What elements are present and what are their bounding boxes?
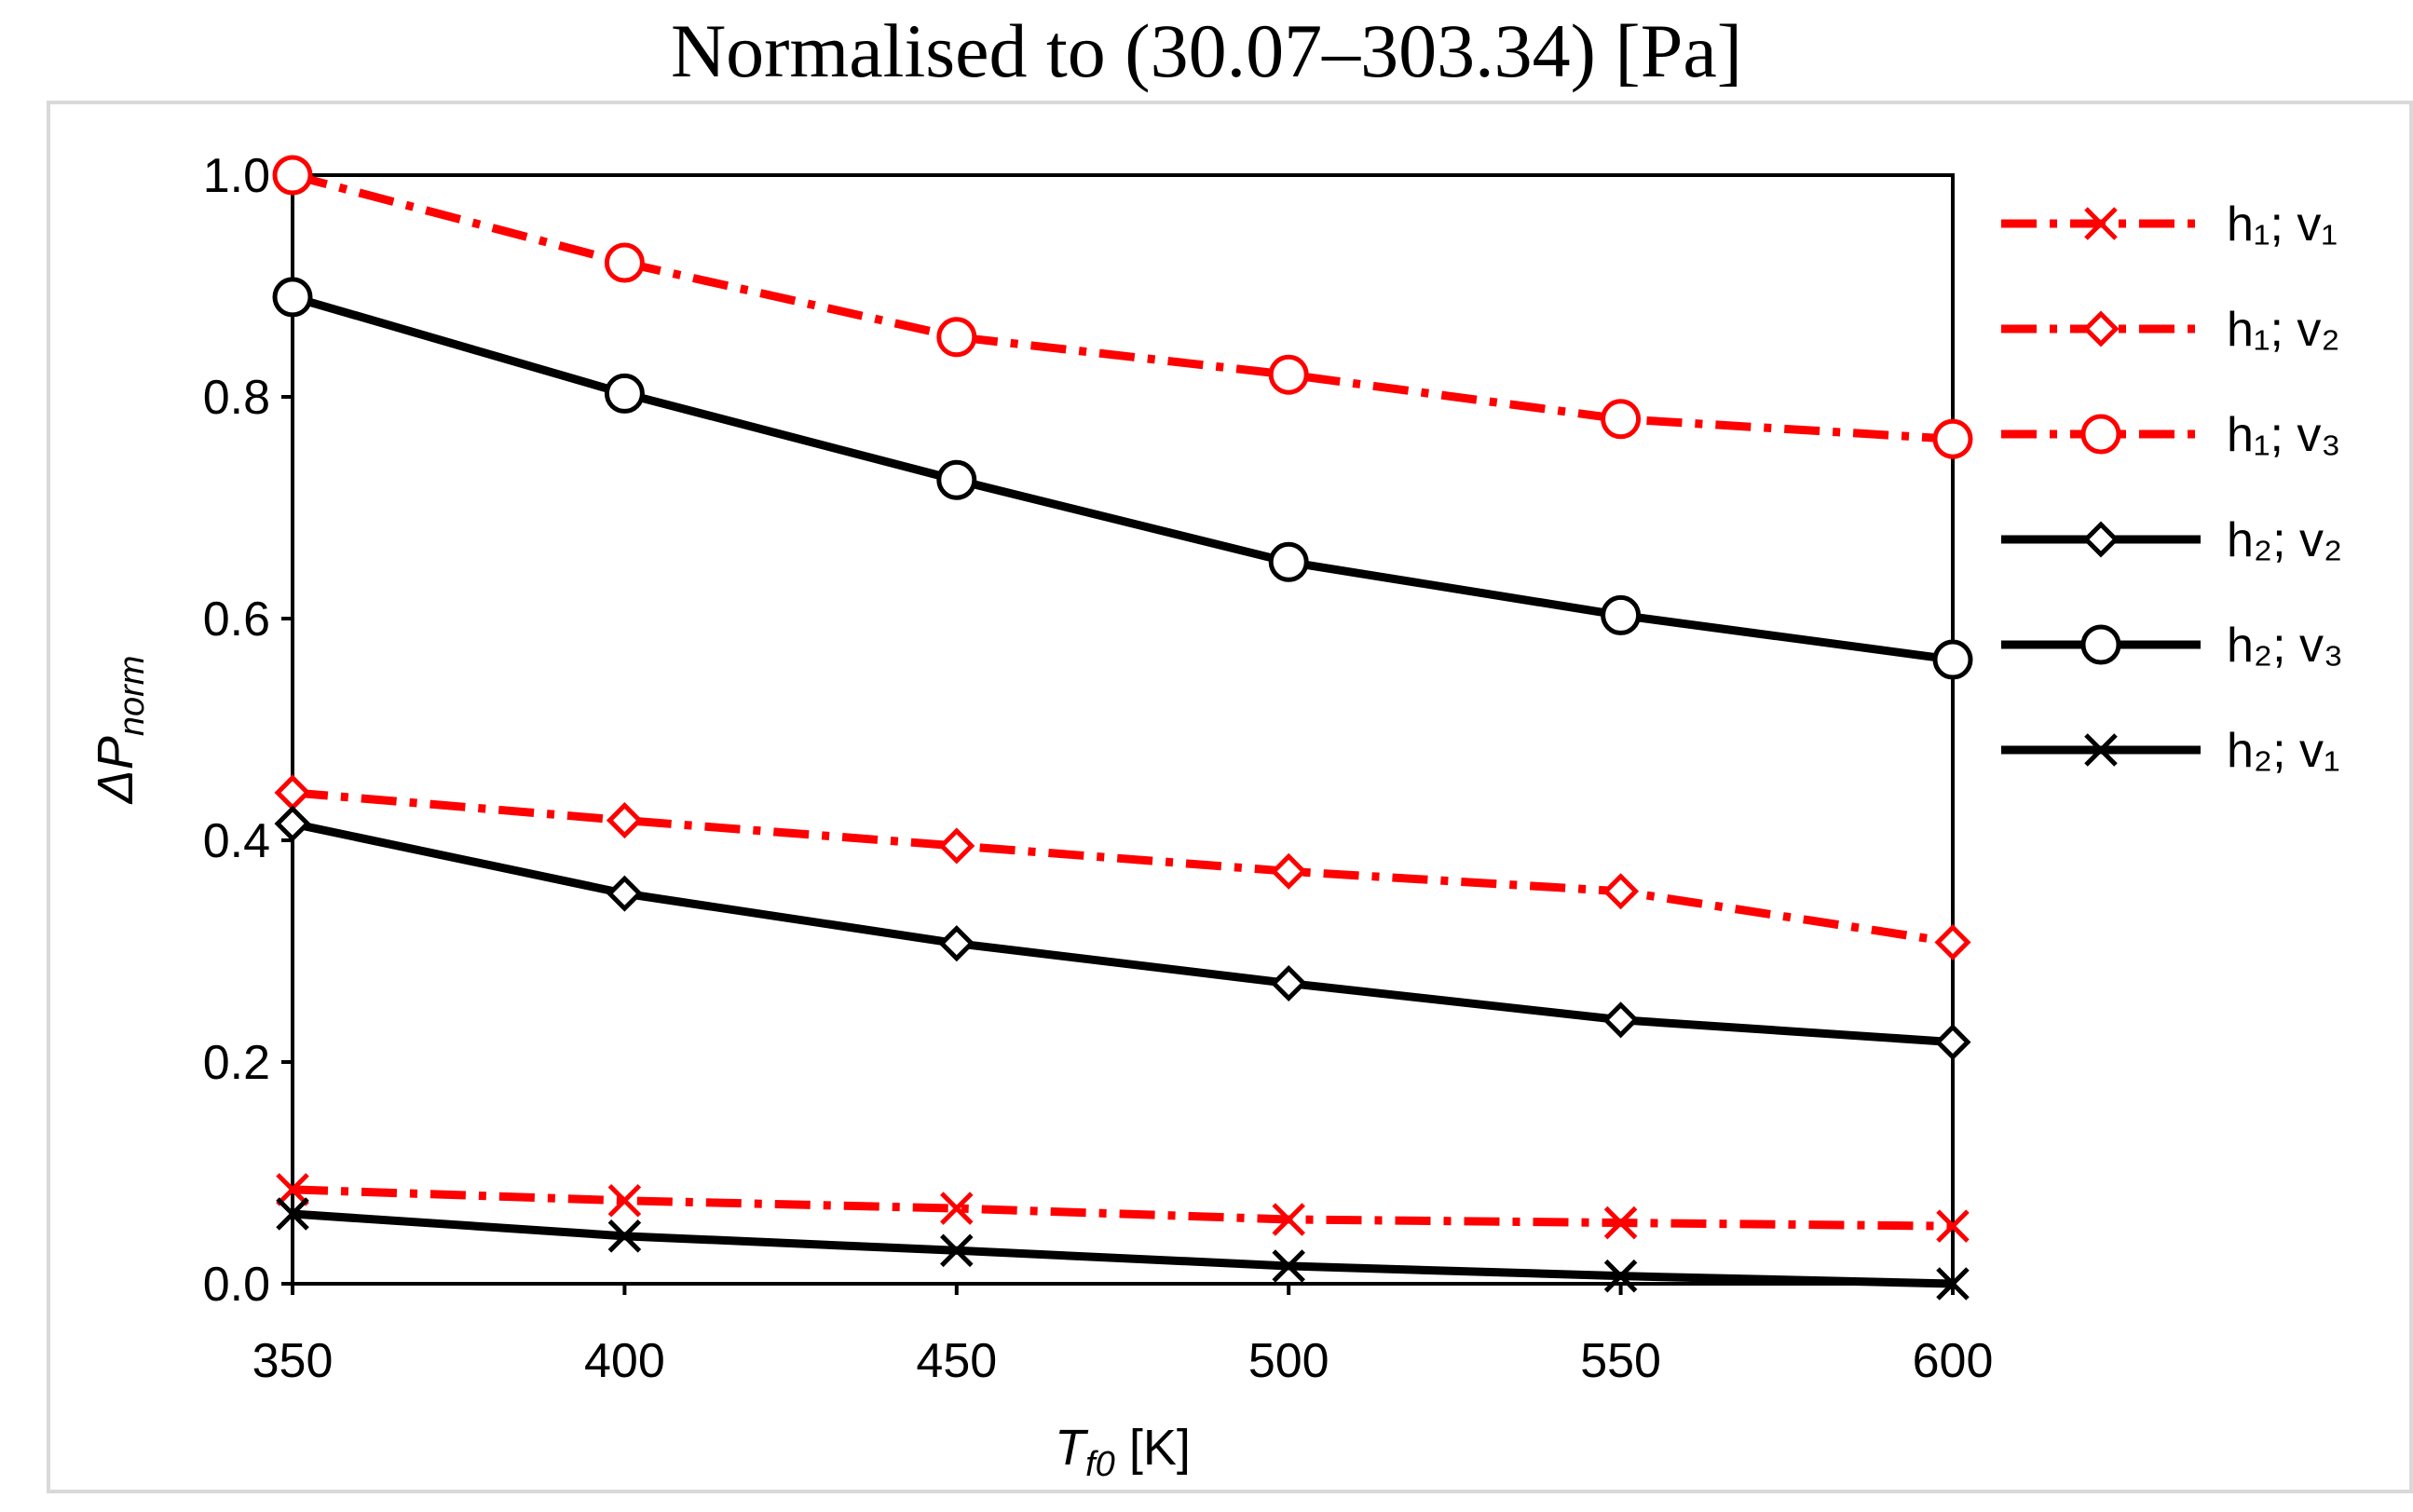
- data-point-marker: [274, 805, 311, 842]
- legend-marker: [2080, 624, 2121, 665]
- legend-marker: [2080, 414, 2121, 455]
- data-point-marker: [1268, 354, 1309, 395]
- data-point-marker: [1270, 964, 1307, 1002]
- y-tick-label: 0.2: [203, 1036, 270, 1090]
- legend-entry: h₂; v₂: [2001, 513, 2342, 567]
- x-tick-label: 450: [916, 1334, 997, 1388]
- data-point-marker: [938, 925, 975, 962]
- data-point-marker: [276, 1173, 309, 1206]
- data-point-marker: [606, 875, 643, 912]
- series-5: [272, 277, 1973, 680]
- legend-marker: [2082, 310, 2120, 347]
- data-point-marker: [938, 827, 975, 865]
- data-point-marker: [272, 277, 313, 318]
- data-point-marker: [940, 1233, 974, 1268]
- legend-entry: h₂; v₃: [2001, 619, 2343, 673]
- plot-area: [291, 173, 1955, 1286]
- data-point-marker: [274, 774, 311, 811]
- series-layer: [272, 155, 1973, 1301]
- data-point-marker: [606, 802, 643, 839]
- y-axis-title: ΔPnorm: [88, 656, 152, 806]
- x-tick-label: 550: [1580, 1334, 1661, 1388]
- x-axis-title: Tf0 [K]: [1055, 1420, 1191, 1484]
- data-point-marker: [1602, 873, 1640, 910]
- data-point-marker: [1270, 852, 1307, 890]
- legend-marker: [2082, 521, 2120, 558]
- data-point-marker: [1603, 1259, 1638, 1293]
- legend-label: h₁; v₂: [2227, 303, 2340, 357]
- series-line: [292, 819, 1954, 1047]
- y-axis-symbol: ΔP: [88, 736, 143, 805]
- y-tick-label: 1.0: [203, 149, 270, 203]
- legend-label: h₁; v₃: [2227, 408, 2341, 462]
- data-point-marker: [1932, 639, 1973, 680]
- data-point-marker: [604, 373, 645, 414]
- data-point-marker: [276, 1197, 309, 1231]
- series-2: [274, 774, 1971, 961]
- series-6: [276, 1197, 1970, 1301]
- legend-marker: [2084, 733, 2118, 767]
- y-tick-label: 0.0: [203, 1258, 270, 1312]
- data-point-marker: [1603, 1206, 1638, 1240]
- legend-label: h₁; v₁: [2227, 198, 2338, 252]
- legend-marker: [2084, 207, 2118, 240]
- series-line: [292, 1185, 1954, 1231]
- data-point-marker: [607, 1183, 642, 1218]
- data-point-marker: [1934, 923, 1971, 961]
- series-line: [291, 170, 1954, 443]
- data-point-marker: [607, 1219, 642, 1253]
- data-point-marker: [1601, 594, 1642, 635]
- x-tick-label: 600: [1913, 1334, 1994, 1388]
- data-point-marker: [936, 317, 977, 358]
- x-axis-unit: [K]: [1115, 1420, 1191, 1476]
- y-tick-label: 0.4: [203, 814, 270, 868]
- legend-label: h₂; v₃: [2227, 619, 2343, 673]
- x-axis-symbol: T: [1055, 1420, 1089, 1476]
- data-point-marker: [936, 459, 977, 500]
- data-point-marker: [604, 242, 645, 283]
- series-line: [292, 1209, 1954, 1288]
- data-point-marker: [1268, 541, 1309, 582]
- data-point-marker: [940, 1192, 974, 1225]
- legend: h₁; v₁ h₁; v₂ h₁; v₃ h₂; v₂ h₂; v₃ h₂; v₁: [2001, 198, 2343, 778]
- data-point-marker: [1936, 1267, 1970, 1301]
- chart-title: Normalised to (30.07–303.34) [Pa]: [670, 8, 1743, 93]
- data-point-marker: [1272, 1249, 1305, 1283]
- y-axis-subscript: norm: [113, 656, 152, 737]
- x-tick-label: 500: [1248, 1334, 1329, 1388]
- legend-label: h₂; v₂: [2227, 513, 2342, 567]
- legend-entry: h₁; v₁: [2001, 198, 2338, 252]
- data-point-marker: [1934, 1024, 1971, 1061]
- axis-ticks: 0.0 0.2 0.4 0.6 0.8 1.0 350 400 450 500 550 600: [203, 149, 1994, 1388]
- legend-entry: h₂; v₁: [2001, 724, 2340, 778]
- series-line: [292, 788, 1954, 947]
- legend-label: h₂; v₁: [2227, 724, 2340, 778]
- data-point-marker: [1272, 1203, 1305, 1236]
- data-point-marker: [1936, 1209, 1970, 1243]
- y-tick-label: 0.8: [203, 371, 270, 425]
- x-axis-subscript: f0: [1085, 1445, 1115, 1484]
- x-tick-label: 400: [584, 1334, 665, 1388]
- series-1: [276, 1173, 1970, 1243]
- data-point-marker: [1601, 399, 1642, 440]
- data-point-marker: [272, 155, 313, 196]
- series-4: [274, 805, 1971, 1061]
- series-line: [291, 293, 1954, 664]
- series-3: [272, 155, 1973, 459]
- data-point-marker: [1932, 418, 1973, 459]
- x-tick-label: 350: [252, 1334, 334, 1388]
- legend-entry: h₁; v₃: [2001, 408, 2341, 462]
- y-tick-label: 0.6: [203, 593, 270, 647]
- legend-entry: h₁; v₂: [2001, 303, 2340, 357]
- data-point-marker: [1602, 1001, 1640, 1039]
